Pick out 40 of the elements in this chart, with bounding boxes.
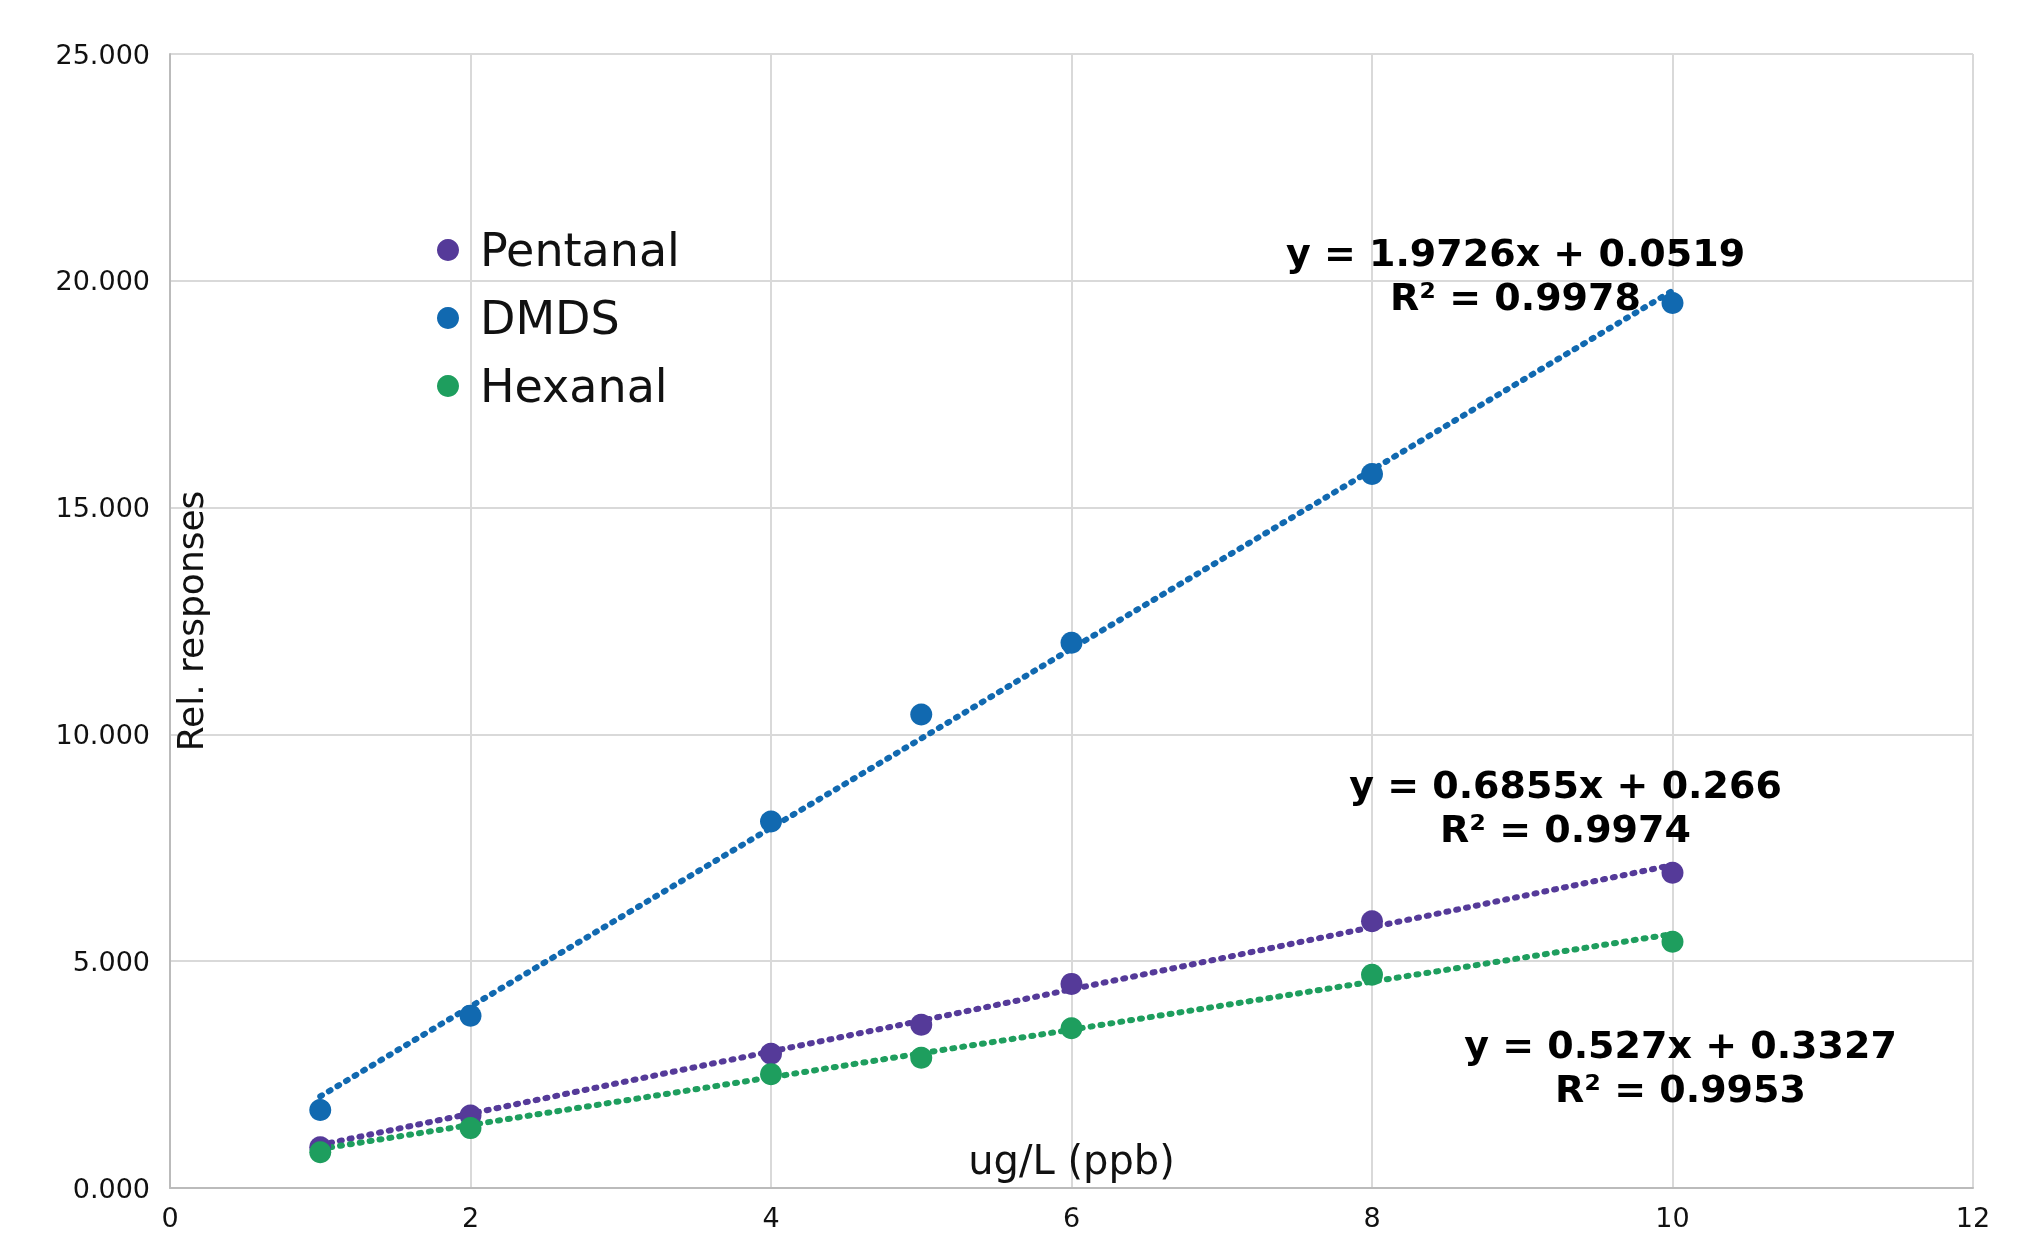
point: [459, 1117, 482, 1140]
annotation: y = 0.527x + 0.3327 R² = 0.9953: [1464, 1022, 1897, 1111]
point: [760, 1042, 782, 1065]
point: [1361, 963, 1383, 986]
x-tick-label: 6: [1062, 1202, 1081, 1233]
annotation: y = 0.6855x + 0.266 R² = 0.9974: [1349, 763, 1782, 852]
point: [1661, 292, 1684, 315]
y-tick-label: 20.000: [55, 265, 150, 297]
point: [459, 1004, 482, 1027]
y-tick-label: 25.000: [55, 38, 150, 70]
x-tick-label: 8: [1363, 1202, 1381, 1233]
y-tick-label: 15.000: [55, 492, 150, 524]
point: [1060, 972, 1083, 995]
annotation: y = 1.9726x + 0.0519 R² = 0.9978: [1285, 230, 1746, 319]
point: [910, 1013, 933, 1036]
point: [1060, 631, 1083, 654]
point: [1661, 861, 1684, 884]
point: [910, 703, 933, 726]
x-axis-title: ug/L (ppb): [968, 1137, 1175, 1183]
point: [760, 1063, 782, 1086]
point: [309, 1098, 332, 1121]
x-tick-label: 12: [1955, 1202, 1991, 1233]
y-tick-label: 0.000: [72, 1172, 150, 1204]
x-tick-label: 4: [762, 1202, 780, 1233]
y-axis-title: Rel. responses: [169, 490, 211, 752]
y-tick-label: 5.000: [72, 945, 150, 977]
point: [1661, 930, 1684, 953]
legend-label: Pentanal: [480, 223, 680, 277]
point: [1361, 463, 1383, 486]
point: [309, 1141, 332, 1164]
legend-label: Hexanal: [480, 359, 668, 413]
x-tick-label: 0: [161, 1202, 179, 1233]
x-tick-label: 10: [1655, 1202, 1690, 1233]
point: [910, 1046, 933, 1069]
point: [1060, 1017, 1083, 1040]
x-tick-label: 2: [461, 1202, 480, 1233]
point: [1361, 910, 1383, 933]
y-tick-label: 10.000: [55, 718, 150, 750]
point: [760, 810, 782, 833]
legend-label: DMDS: [480, 291, 620, 345]
